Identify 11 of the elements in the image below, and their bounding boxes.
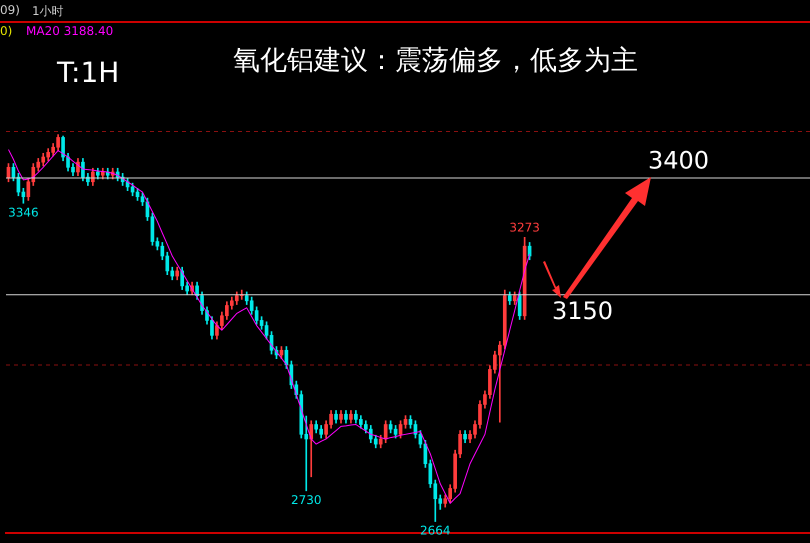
annotation: T:1H [57,56,120,89]
ref-line-label: 3400 [648,146,710,174]
annotation: 3346 [8,205,39,220]
annotation: 0) [0,24,12,38]
text: 氧化铝建议：震荡偏多，低多为主 [233,44,638,78]
text: 09) [0,3,20,17]
annotation: 3273 [509,220,540,234]
ref-line-label: 3150 [552,296,614,325]
annotation: 2730 [290,492,322,507]
text: MA20 3188.40 [26,24,114,38]
text: 1小时 [32,3,64,20]
